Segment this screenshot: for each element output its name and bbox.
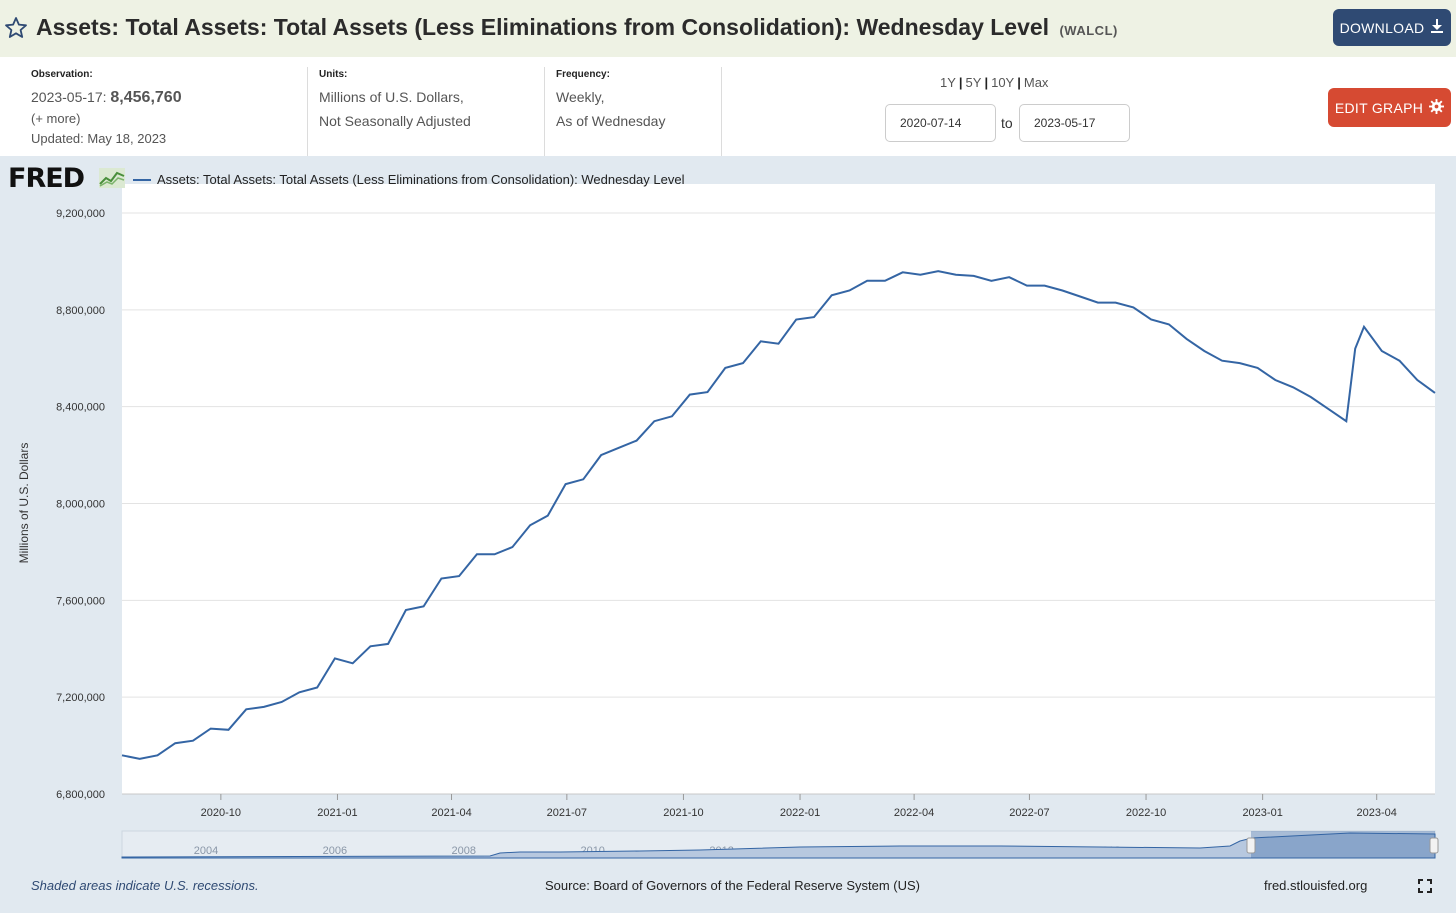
range-10y[interactable]: 10Y (991, 75, 1015, 90)
series-line (121, 270, 1436, 760)
more-link[interactable]: (+ more) (31, 111, 81, 126)
range-1y[interactable]: 1Y (940, 75, 956, 90)
x-tick-label: 2021-04 (431, 807, 471, 819)
x-tick-label: 2022-10 (1126, 807, 1166, 819)
y-tick-label: 8,000,000 (56, 499, 105, 511)
navigator-year-label: 2004 (194, 845, 218, 857)
star-icon[interactable] (4, 16, 28, 45)
range-links: 1Y | 5Y | 10Y | Max (940, 75, 1049, 90)
fred-logo-chart-icon (99, 168, 125, 193)
end-date-input[interactable]: 2023-05-17 (1019, 104, 1130, 142)
units-line1: Millions of U.S. Dollars, (319, 89, 464, 105)
range-navigator[interactable]: 2004200620082010201220142016201820202022 (121, 830, 1439, 859)
y-tick-label: 7,600,000 (56, 595, 105, 607)
page-title: Assets: Total Assets: Total Assets (Less… (36, 14, 1118, 41)
y-tick-label: 8,400,000 (56, 402, 105, 414)
fullscreen-icon[interactable] (1418, 879, 1432, 898)
source-note: Source: Board of Governors of the Federa… (545, 878, 920, 893)
x-tick-label: 2022-07 (1009, 807, 1049, 819)
range-5y[interactable]: 5Y (965, 75, 982, 90)
observation-number: 8,456,760 (110, 89, 182, 106)
x-tick-label: 2020-10 (201, 807, 241, 819)
x-tick-label: 2023-04 (1357, 807, 1397, 819)
site-link[interactable]: fred.stlouisfed.org (1264, 878, 1368, 893)
observation-value: 2023-05-17: 8,456,760 (31, 89, 182, 107)
observation-date: 2023-05-17: (31, 89, 107, 105)
recession-note: Shaded areas indicate U.S. recessions. (31, 878, 259, 893)
legend-series-name: Assets: Total Assets: Total Assets (Less… (157, 172, 685, 187)
frequency-block: Frequency: Weekly, As of Wednesday (556, 67, 722, 156)
edit-graph-label: EDIT GRAPH (1334, 99, 1424, 116)
series-metadata: Observation: 2023-05-17: 8,456,760 (+ mo… (0, 57, 1456, 156)
x-tick-label: 2022-04 (894, 807, 934, 819)
gear-icon (1429, 98, 1445, 117)
navigator-year-label: 2006 (323, 845, 347, 857)
x-tick-label: 2023-01 (1242, 807, 1282, 819)
page-header: Assets: Total Assets: Total Assets (Less… (0, 0, 1456, 57)
series-id: (WALCL) (1059, 23, 1118, 38)
units-line2: Not Seasonally Adjusted (319, 113, 471, 129)
observation-label: Observation: (31, 69, 93, 80)
updated-date: Updated: May 18, 2023 (31, 131, 167, 146)
series-points (121, 271, 1436, 759)
fred-logo[interactable]: FRED (8, 163, 85, 194)
frequency-line2: As of Wednesday (556, 113, 666, 129)
y-tick-label: 8,800,000 (56, 305, 105, 317)
frequency-label: Frequency: (556, 69, 610, 80)
download-button[interactable]: DOWNLOAD (1333, 9, 1451, 46)
navigator-selection[interactable] (1251, 831, 1435, 858)
x-tick-label: 2022-01 (780, 807, 820, 819)
y-axis-title: Millions of U.S. Dollars (17, 443, 31, 564)
navigator-right-handle[interactable] (1429, 837, 1439, 854)
plot-area (122, 184, 1435, 794)
x-tick-label: 2021-10 (663, 807, 703, 819)
series-title: Assets: Total Assets: Total Assets (Less… (36, 14, 1050, 40)
x-axis-ticks: 2020-10 2021-01 2021-04 2021-07 2021-10 2022-… (122, 793, 1435, 819)
y-tick-label: 6,800,000 (56, 789, 105, 801)
x-tick-label: 2021-01 (317, 807, 357, 819)
download-icon (1430, 18, 1444, 37)
observation-block: Observation: 2023-05-17: 8,456,760 (+ mo… (31, 67, 308, 156)
to-label: to (1001, 115, 1013, 131)
grid-lines (122, 212, 1435, 795)
edit-graph-button[interactable]: EDIT GRAPH (1328, 88, 1451, 127)
frequency-line1: Weekly, (556, 89, 605, 105)
download-label: DOWNLOAD (1339, 19, 1425, 36)
units-label: Units: (319, 69, 348, 80)
y-tick-label: 9,200,000 (56, 208, 105, 220)
y-axis-ticks: 6,800,000 7,200,000 7,600,000 8,000,000 8,40… (56, 208, 105, 801)
start-date-input[interactable]: 2020-07-14 (885, 104, 996, 142)
navigator-series (121, 832, 1436, 859)
range-max[interactable]: Max (1023, 75, 1049, 90)
navigator-year-label: 2008 (452, 845, 476, 857)
units-block: Units: Millions of U.S. Dollars, Not Sea… (319, 67, 545, 156)
legend-swatch (133, 179, 151, 181)
y-tick-label: 7,200,000 (56, 692, 105, 704)
x-tick-label: 2021-07 (547, 807, 587, 819)
navigator-left-handle[interactable] (1246, 837, 1256, 854)
